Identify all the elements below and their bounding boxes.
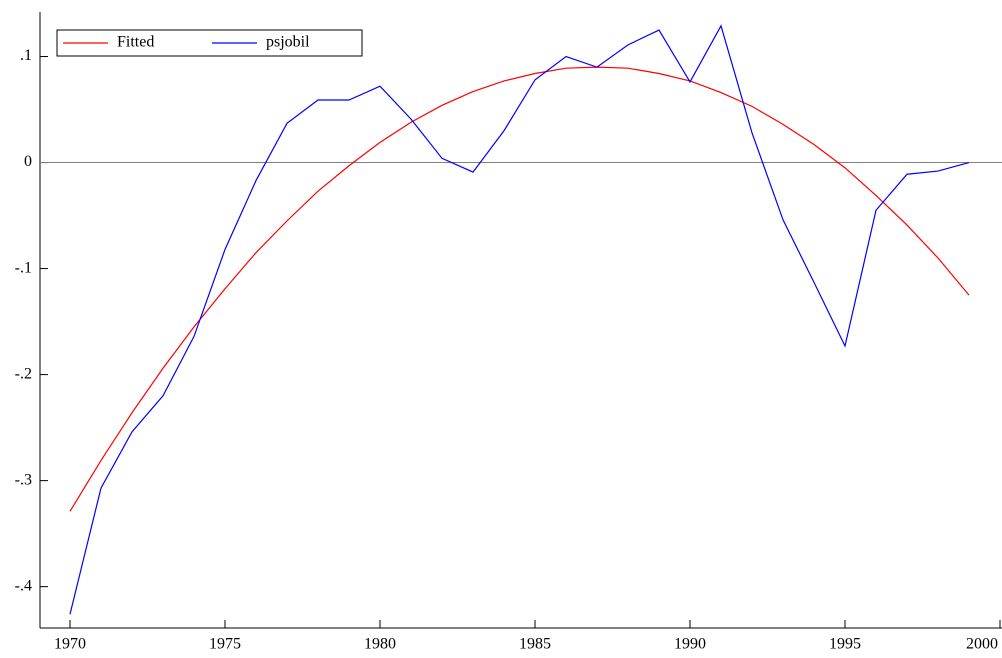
series-line bbox=[69, 24, 970, 615]
legend-label: psjobil bbox=[266, 34, 310, 51]
series-line bbox=[69, 66, 970, 512]
x-tick-label: 1995 bbox=[829, 636, 861, 653]
x-tick-label: 1985 bbox=[519, 636, 551, 653]
y-tick-label: -.4 bbox=[15, 577, 32, 594]
y-tick-label: .1 bbox=[20, 47, 32, 64]
legend-label: Fitted bbox=[117, 34, 154, 51]
x-tick-label: 1990 bbox=[674, 636, 706, 653]
x-tick-label: 1975 bbox=[209, 636, 241, 653]
y-tick-label: -.2 bbox=[15, 365, 32, 382]
x-tick-label: 1980 bbox=[364, 636, 396, 653]
y-tick-label: 0 bbox=[24, 153, 32, 170]
y-tick-label: -.1 bbox=[15, 259, 32, 276]
y-tick-label: -.3 bbox=[15, 471, 32, 488]
x-tick-label: 2000 bbox=[966, 636, 998, 653]
x-tick-label: 1970 bbox=[54, 636, 86, 653]
